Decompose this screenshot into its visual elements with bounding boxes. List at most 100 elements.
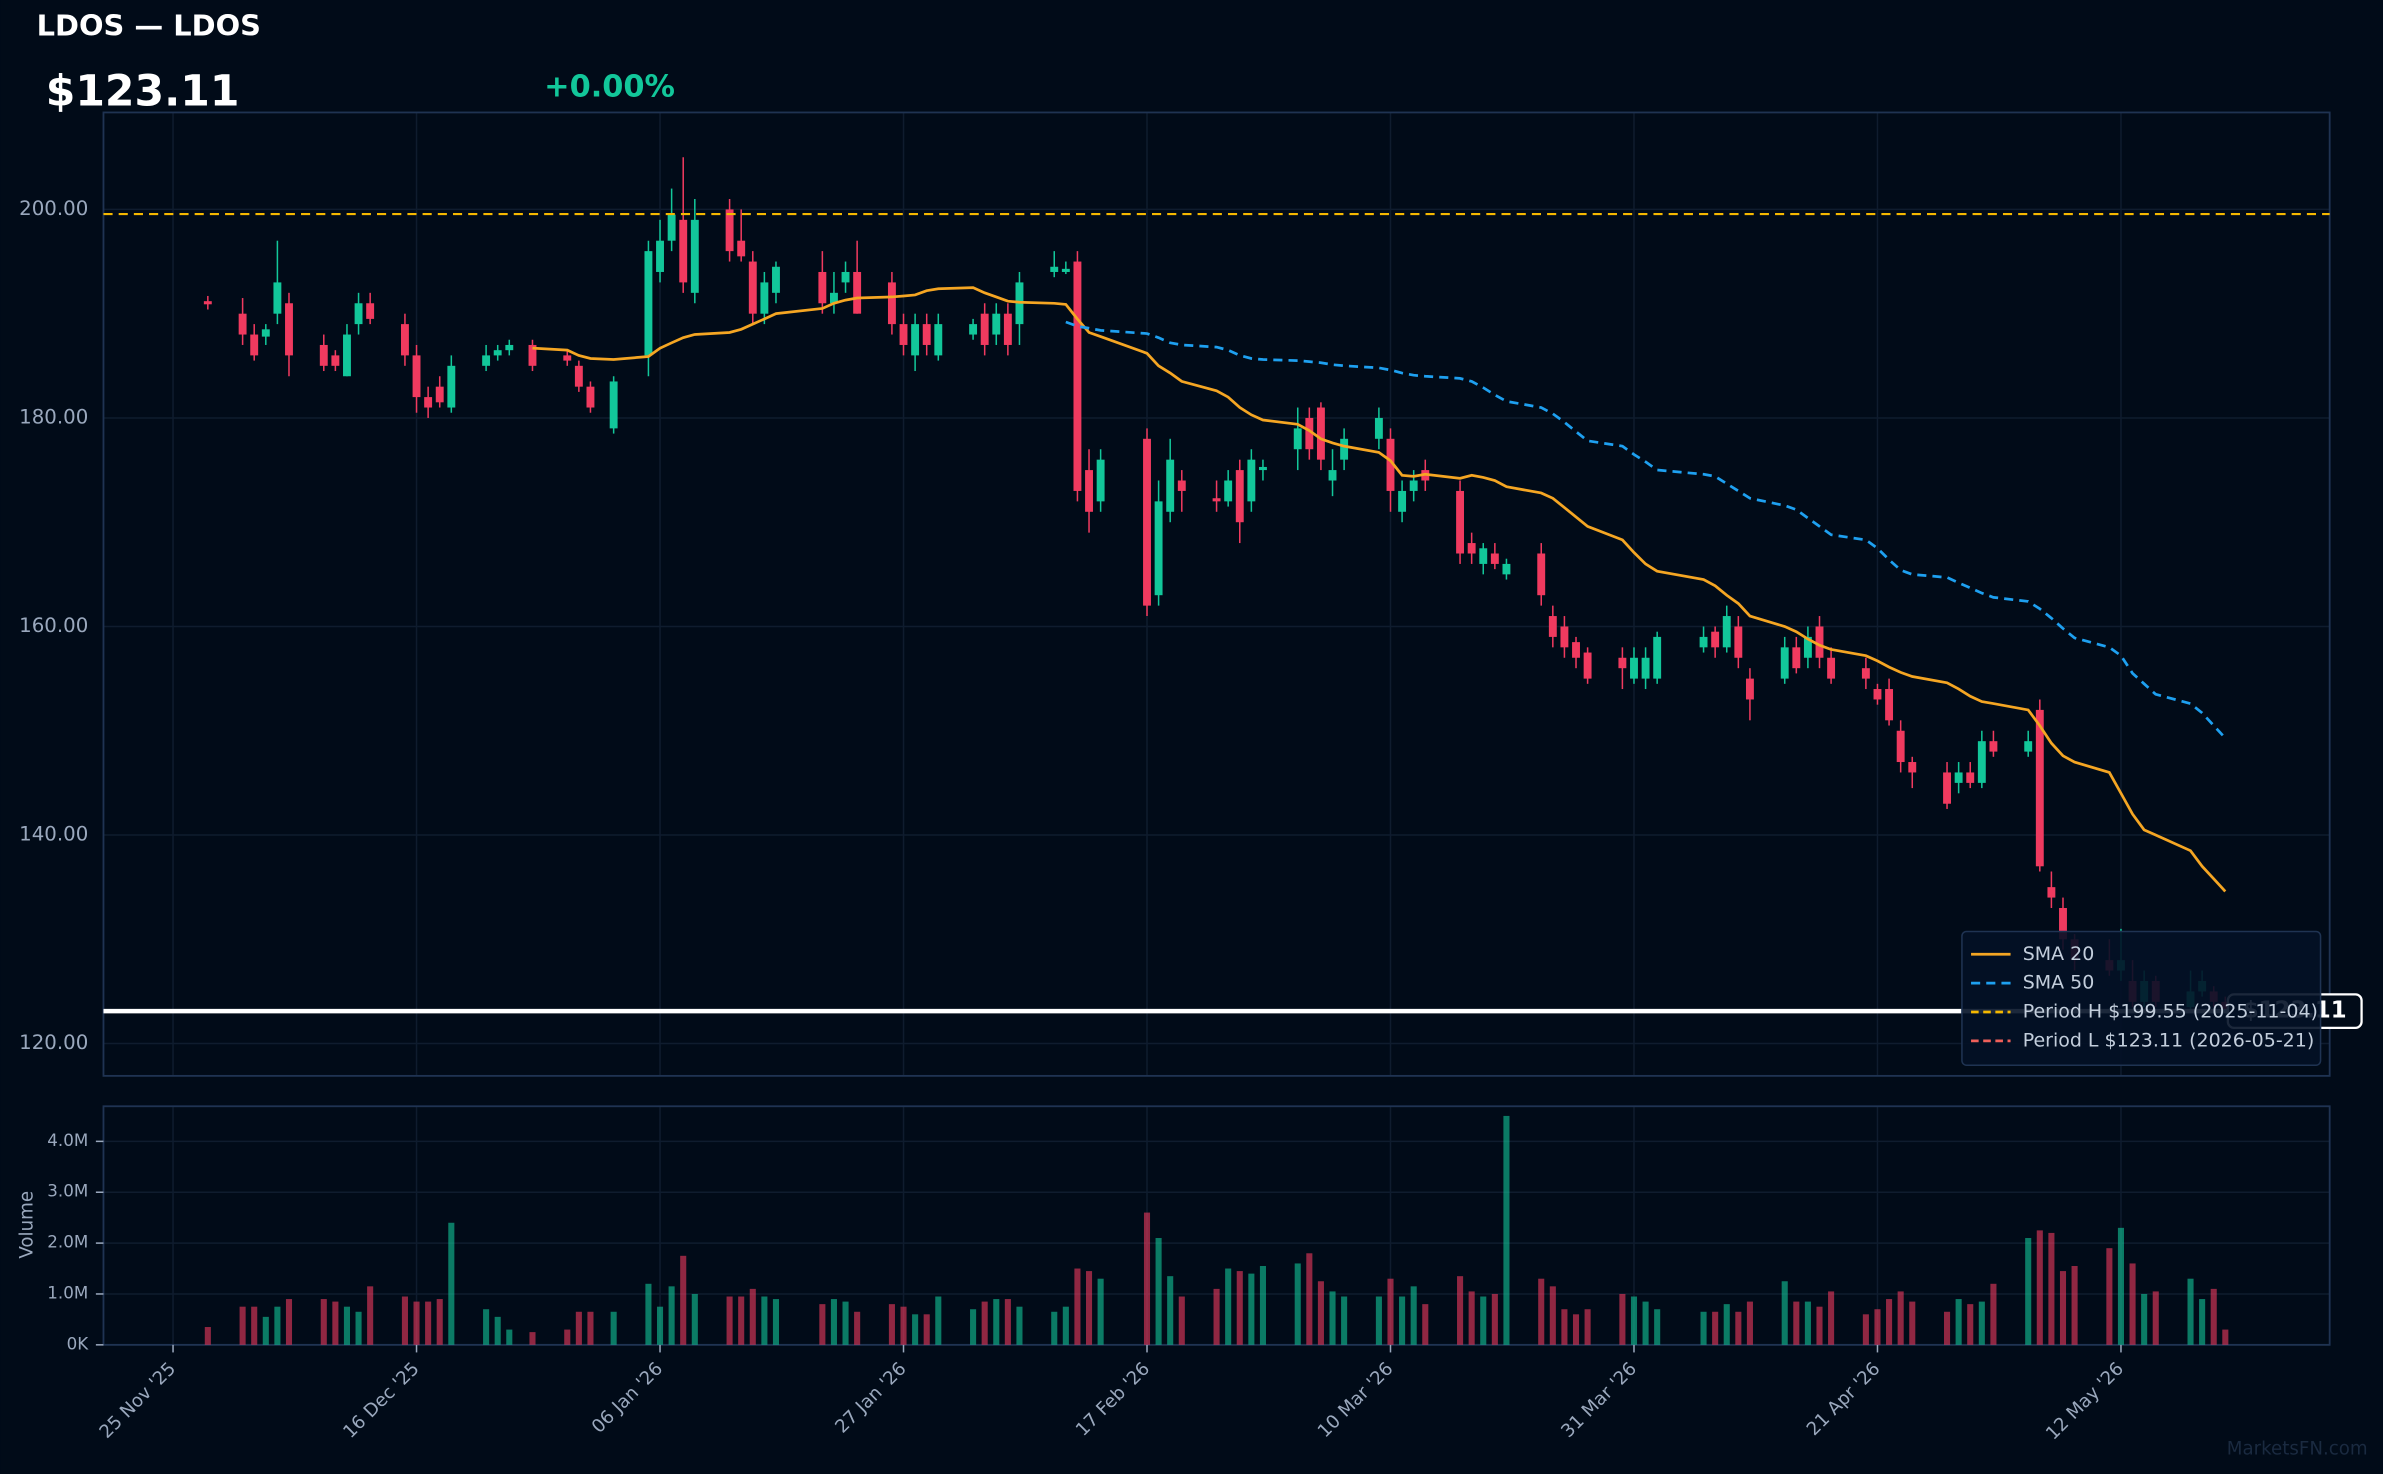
legend-label: SMA 20 [2023,943,2095,965]
volume-bar [1735,1311,1742,1345]
volume-tick-label: 1.0M [47,1282,88,1302]
volume-bar [738,1296,745,1345]
candle-body [447,365,456,408]
candle-body [1792,647,1801,669]
volume-bar [2071,1265,2078,1345]
volume-bar [1723,1304,1730,1345]
candle-body [1247,459,1256,502]
candle-body [1560,626,1569,648]
volume-bar [935,1296,942,1345]
candle-body [366,303,375,319]
candle-body [1896,730,1905,763]
volume-bar [2048,1232,2055,1345]
candle-body [1073,261,1082,491]
candle-body [1003,313,1012,345]
candle-body [1954,772,1963,783]
volume-bar [1793,1301,1800,1345]
volume-bar [1468,1291,1475,1345]
volume-bar [1306,1253,1313,1345]
y-tick-label: 180.00 [19,405,88,428]
candle-body [1085,470,1093,512]
volume-bar [1155,1238,1162,1345]
candle-body [1328,470,1337,481]
volume-bar [1897,1291,1904,1345]
volume-bar [575,1311,582,1345]
volume-bar [564,1329,571,1345]
volume-bar [262,1316,269,1345]
volume-bar [1259,1265,1266,1345]
candle-body [1989,741,1998,752]
candle-body [435,386,444,403]
candle-body [644,251,653,356]
volume-bar [854,1311,861,1345]
volume-bar [888,1304,895,1345]
candle-body [2035,709,2044,867]
volume-bar [1294,1263,1301,1345]
candle-body [772,266,780,293]
volume-bar [1225,1268,1232,1345]
volume-bar [320,1299,327,1345]
candle-body [1502,563,1511,575]
candle-body [1398,490,1407,512]
volume-bar [1213,1288,1220,1345]
candle-body [1456,490,1465,554]
volume-bar [819,1304,826,1345]
volume-bar [1457,1276,1464,1345]
volume-bar [1410,1286,1417,1345]
volume-bar [343,1306,351,1345]
candle-body [1711,631,1720,648]
candle-body [969,324,978,335]
candle-body [1316,407,1325,460]
candle-body [760,282,769,314]
candle-body [1861,668,1870,679]
price: $123.11 [46,68,240,117]
volume-bar [2059,1271,2067,1345]
candle-body [887,282,896,325]
volume-bar [587,1311,594,1345]
volume-bar [2025,1238,2032,1345]
volume-bar [656,1306,664,1345]
candle-body [1235,470,1244,523]
candle-body [1166,459,1175,512]
volume-bar [2210,1288,2217,1345]
watermark: MarketsFN.com [2227,1439,2368,1460]
candle-body [1143,438,1151,606]
candle-body [1096,459,1105,502]
candle-body [1061,268,1070,272]
candle-body [853,271,862,314]
volume-bar [448,1222,455,1345]
candle-body [331,355,340,366]
candle-body [203,301,212,305]
candle-body [1630,657,1638,679]
volume-bar [1375,1296,1382,1345]
volume-bar [830,1299,837,1345]
volume-bar [401,1296,408,1345]
candle-body [1224,480,1233,502]
volume-bar [1167,1276,1174,1345]
volume-bar [1538,1278,1545,1345]
volume-axis-label: Volume [16,1191,37,1259]
volume-bar [1074,1268,1081,1345]
volume-bar [1584,1309,1591,1345]
candle-body [574,365,583,387]
candle-body [1050,266,1059,272]
candle-body [1479,548,1488,564]
candle-body [1340,438,1349,460]
candle-body [1548,616,1557,637]
volume-bar [772,1299,780,1345]
volume-bar [970,1309,977,1345]
volume-bar [1816,1306,1823,1345]
volume-bar [923,1314,930,1345]
candle-body [412,355,421,398]
legend-label: SMA 50 [2023,972,2095,994]
volume-bar [1085,1271,1093,1345]
y-tick-label: 160.00 [19,614,88,637]
candle-body [528,344,537,366]
candle-body [1305,417,1314,450]
y-tick-label: 120.00 [19,1031,88,1054]
candle-body [482,355,491,366]
candle-body [2047,887,2056,898]
candle-body [690,219,699,293]
candle-body [343,334,351,377]
sma-line [532,286,2227,893]
